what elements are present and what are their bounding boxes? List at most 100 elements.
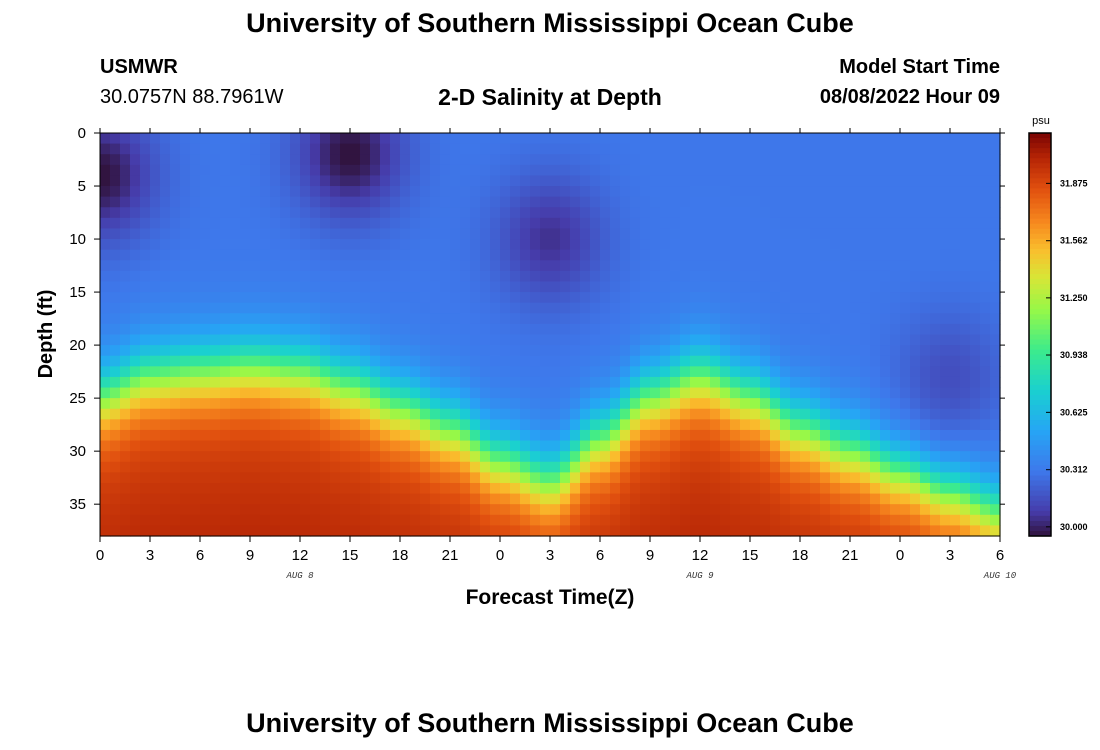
heatmap-cell <box>290 281 301 293</box>
heatmap-cell <box>250 355 261 367</box>
heatmap-cell <box>410 281 421 293</box>
heatmap-cell <box>120 239 131 251</box>
heatmap-cell <box>370 175 381 187</box>
heatmap-cell <box>290 408 301 420</box>
heatmap-cell <box>990 239 1001 251</box>
heatmap-cell <box>550 302 561 314</box>
heatmap-cell <box>850 366 861 378</box>
heatmap-cell <box>540 217 551 230</box>
heatmap-cell <box>190 270 201 283</box>
heatmap-cell <box>590 302 601 314</box>
heatmap-cell <box>670 228 681 240</box>
heatmap-cell <box>450 164 461 177</box>
heatmap-cell <box>690 525 701 537</box>
heatmap-cell <box>890 302 901 314</box>
heatmap-cell <box>120 355 131 367</box>
x-tick-label: 12 <box>292 547 309 564</box>
heatmap-cell <box>820 207 831 219</box>
heatmap-cell <box>680 270 691 283</box>
heatmap-cell <box>340 292 351 304</box>
heatmap-cell <box>790 408 801 420</box>
heatmap-cell <box>500 239 511 251</box>
heatmap-cell <box>110 292 121 304</box>
heatmap-cell <box>470 239 481 251</box>
heatmap-cell <box>770 164 781 177</box>
heatmap-cell <box>670 504 681 516</box>
heatmap-cell <box>920 281 931 293</box>
heatmap-cell <box>260 398 271 410</box>
heatmap-cell <box>850 260 861 272</box>
heatmap-cell <box>970 217 981 230</box>
heatmap-cell <box>890 387 901 399</box>
heatmap-cell <box>170 482 181 495</box>
colorbar-segment <box>1029 445 1051 451</box>
heatmap-cell <box>840 429 851 442</box>
heatmap-cell <box>990 186 1001 198</box>
heatmap-cell <box>740 334 751 346</box>
heatmap-cell <box>710 504 721 516</box>
heatmap-cell <box>640 239 651 251</box>
heatmap-cell <box>540 472 551 484</box>
heatmap-cell <box>810 175 821 187</box>
heatmap-cell <box>220 217 231 230</box>
heatmap-cell <box>350 387 361 399</box>
heatmap-cell <box>190 302 201 314</box>
heatmap-cell <box>370 164 381 177</box>
heatmap-cell <box>990 387 1001 399</box>
heatmap-cell <box>580 217 591 230</box>
heatmap-cell <box>320 186 331 198</box>
heatmap-cell <box>890 504 901 516</box>
heatmap-cell <box>100 334 111 346</box>
heatmap-cell <box>130 302 141 314</box>
heatmap-cell <box>480 482 491 495</box>
heatmap-cell <box>320 196 331 208</box>
heatmap-cell <box>520 143 531 155</box>
heatmap-cell <box>340 323 351 336</box>
heatmap-cell <box>780 207 791 219</box>
heatmap-cell <box>780 514 791 526</box>
heatmap-cell <box>750 525 761 537</box>
heatmap-cell <box>610 302 621 314</box>
heatmap-cell <box>340 239 351 251</box>
heatmap-cell <box>580 429 591 442</box>
heatmap-cell <box>880 270 891 283</box>
heatmap-cell <box>870 217 881 230</box>
heatmap-cell <box>870 376 881 389</box>
heatmap-cell <box>620 408 631 420</box>
heatmap-cell <box>530 164 541 177</box>
heatmap-cell <box>660 514 671 526</box>
heatmap-cell <box>550 164 561 177</box>
colorbar-segment <box>1029 289 1051 295</box>
heatmap-cell <box>400 419 411 431</box>
heatmap-cell <box>880 239 891 251</box>
heatmap-cell <box>310 186 321 198</box>
heatmap-cell <box>350 472 361 484</box>
heatmap-cell <box>320 228 331 240</box>
heatmap-cell <box>440 313 451 325</box>
heatmap-cell <box>820 514 831 526</box>
heatmap-cell <box>610 461 621 473</box>
heatmap-cell <box>430 408 441 420</box>
heatmap-cell <box>370 482 381 495</box>
heatmap-cell <box>230 440 241 452</box>
heatmap-cell <box>690 334 701 346</box>
heatmap-cell <box>250 514 261 526</box>
heatmap-cell <box>590 493 601 505</box>
heatmap-cell <box>390 398 401 410</box>
heatmap-cell <box>620 133 631 145</box>
heatmap-cell <box>120 366 131 378</box>
heatmap-cell <box>490 366 501 378</box>
heatmap-cell <box>910 504 921 516</box>
colorbar-segment <box>1029 319 1051 326</box>
heatmap-cell <box>480 387 491 399</box>
heatmap-cell <box>190 313 201 325</box>
heatmap-cell <box>250 260 261 272</box>
heatmap-cell <box>410 493 421 505</box>
heatmap-cell <box>660 376 671 389</box>
heatmap-cell <box>200 186 211 198</box>
heatmap-cell <box>690 440 701 452</box>
heatmap-cell <box>530 376 541 389</box>
heatmap-cell <box>250 408 261 420</box>
heatmap-cell <box>110 249 121 261</box>
heatmap-cell <box>840 239 851 251</box>
